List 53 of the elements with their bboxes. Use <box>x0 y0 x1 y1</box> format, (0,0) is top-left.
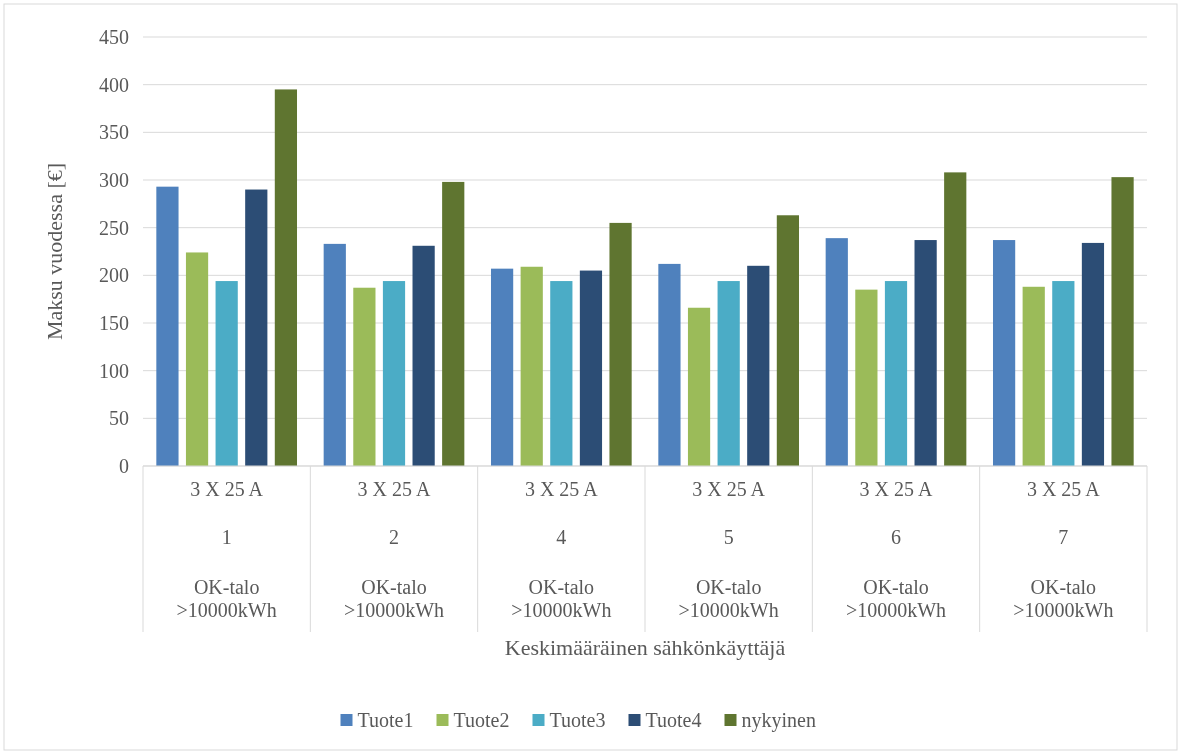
y-tick-label: 350 <box>99 121 129 144</box>
bar <box>658 263 681 466</box>
bar <box>520 266 543 466</box>
bar <box>442 181 465 466</box>
bar <box>1022 286 1045 466</box>
legend-label: Tuote1 <box>357 709 414 731</box>
legend-label: Tuote3 <box>549 709 606 731</box>
bar <box>855 289 878 466</box>
category-label: 3 X 25 A 1 OK-talo >10000kWh <box>176 478 277 621</box>
bar <box>609 222 632 466</box>
bar <box>1081 242 1105 466</box>
bar <box>579 270 603 466</box>
bar <box>323 243 346 466</box>
category-label: 3 X 25 A 6 OK-talo >10000kWh <box>845 478 947 621</box>
bar <box>156 186 179 466</box>
y-tick-label: 200 <box>99 264 129 287</box>
y-axis-title: Maksu vuodessa [€] <box>42 162 67 341</box>
bar <box>274 89 298 466</box>
bar <box>687 307 711 466</box>
y-tick-label: 150 <box>99 312 129 334</box>
bar <box>825 238 848 466</box>
category-label: 3 X 25 A 2 OK-talo >10000kWh <box>343 478 445 621</box>
bar <box>717 281 740 466</box>
y-tick-label: 0 <box>119 455 129 477</box>
bar <box>776 215 800 466</box>
bar <box>353 287 376 466</box>
bar <box>382 281 406 466</box>
y-tick-label: 450 <box>99 26 129 48</box>
bar <box>490 268 514 466</box>
bar <box>747 265 770 466</box>
bar <box>215 281 238 466</box>
bar <box>1111 177 1134 466</box>
category-label: 3 X 25 A 4 OK-talo >10000kWh <box>511 478 612 621</box>
bar <box>944 172 967 466</box>
bar <box>185 252 209 466</box>
bar <box>1052 281 1075 466</box>
y-tick-label: 100 <box>99 359 129 382</box>
legend-label: Tuote2 <box>453 709 510 731</box>
bar <box>992 240 1016 466</box>
bar <box>550 281 573 466</box>
bar <box>914 240 937 466</box>
text: Keskimääräinen sähkönkäyttäjä <box>504 635 786 660</box>
category-label: 3 X 25 A 7 OK-talo >10000kWh <box>1013 478 1114 621</box>
legend-label: nykyinen <box>741 709 816 732</box>
bar <box>884 281 908 466</box>
legend-label: Tuote4 <box>645 709 702 731</box>
y-tick-label: 300 <box>99 169 129 191</box>
y-tick-label: 400 <box>99 73 129 96</box>
bar <box>245 189 268 466</box>
category-label: 3 X 25 A 5 OK-talo >10000kWh <box>678 478 779 621</box>
y-tick-label: 250 <box>99 216 129 239</box>
bar <box>412 245 435 466</box>
y-tick-label: 50 <box>109 407 129 430</box>
